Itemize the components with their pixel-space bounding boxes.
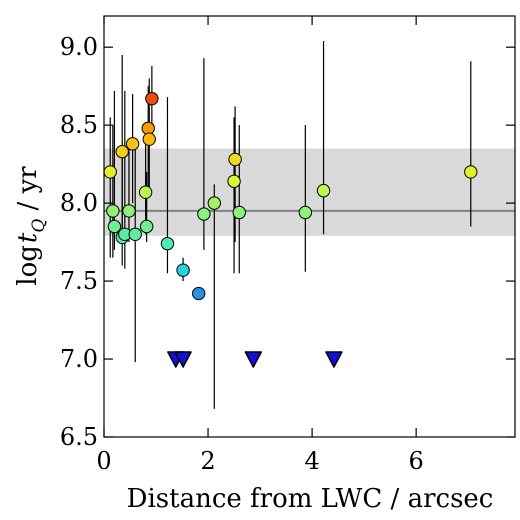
data-point (160, 236, 175, 251)
upper-limit-layer (167, 351, 343, 368)
data-point (176, 263, 190, 277)
upper-limit-marker (244, 351, 263, 368)
data-point (103, 165, 117, 179)
data-point (207, 196, 221, 210)
y-tick-label: 7.5 (60, 267, 98, 295)
data-point (122, 204, 136, 218)
upper-limit-marker (174, 351, 192, 368)
data-point (191, 286, 206, 301)
data-point (107, 219, 122, 234)
data-point (145, 91, 159, 106)
x-tick-label: 2 (200, 447, 215, 475)
plot-frame (103, 15, 516, 438)
data-point (298, 205, 313, 220)
data-point (125, 137, 140, 151)
data-point (228, 152, 242, 167)
y-axis-label: log tQ / yr (13, 166, 49, 286)
x-tick-label: 4 (304, 447, 319, 475)
y-tick-label: 9.0 (60, 33, 98, 61)
tick-label-layer: 0 2 4 6 6.5 7.0 7.5 8.0 8.5 9.0 (60, 33, 424, 475)
y-axis-label-variable: t (13, 232, 43, 243)
tick-layer (103, 16, 515, 438)
data-point (139, 219, 154, 234)
y-tick-label: 6.5 (60, 423, 98, 451)
y-axis-label-subscript: Q (29, 219, 49, 233)
reference-band-layer (104, 148, 515, 236)
upper-limit-marker (325, 351, 343, 368)
data-point (227, 174, 241, 188)
y-tick-label: 7.0 (60, 345, 98, 373)
x-tick-label: 6 (409, 447, 424, 475)
data-point (138, 185, 153, 199)
y-axis-label-suffix: / yr (13, 166, 43, 219)
data-point (316, 183, 331, 198)
x-tick-label: 0 (96, 447, 111, 475)
data-point (115, 144, 129, 159)
y-tick-label: 8.5 (60, 111, 98, 139)
x-axis-label: Distance from LWC / arcsec (127, 484, 494, 514)
y-axis-label-prefix: log (13, 245, 43, 286)
data-point (464, 165, 478, 179)
marker-layer (103, 91, 478, 301)
data-point (232, 205, 246, 220)
y-tick-label: 8.0 (60, 189, 98, 217)
data-point (197, 207, 211, 221)
data-point (106, 204, 120, 218)
reference-band (104, 148, 515, 236)
data-point (128, 227, 142, 241)
data-point (142, 132, 156, 146)
